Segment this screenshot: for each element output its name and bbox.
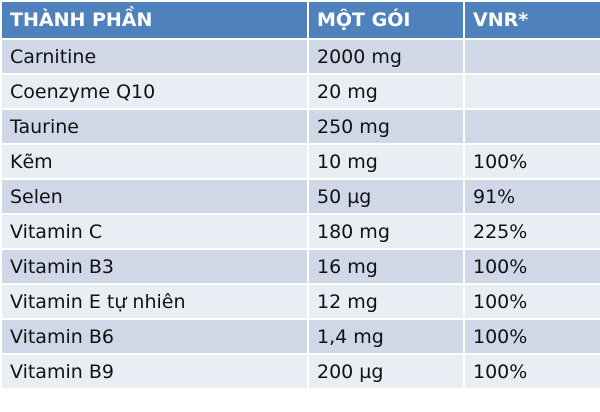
- table-header: THÀNH PHẦN MỘT GÓI VNR*: [0, 0, 600, 40]
- table-row: Selen 50 µg 91%: [0, 178, 600, 215]
- table-cell: Kẽm: [0, 143, 309, 180]
- table-cell: 225%: [463, 213, 600, 250]
- table-row: Vitamin E tự nhiên 12 mg 100%: [0, 283, 600, 320]
- table-cell: Vitamin B6: [0, 318, 309, 355]
- table-cell: 1,4 mg: [307, 318, 465, 355]
- header-cell: THÀNH PHẦN: [0, 0, 309, 40]
- table-row: Carnitine 2000 mg: [0, 38, 600, 75]
- header-cell: MỘT GÓI: [307, 0, 465, 40]
- table-cell: 100%: [463, 248, 600, 285]
- table-cell: 180 mg: [307, 213, 465, 250]
- table-cell: Selen: [0, 178, 309, 215]
- table-row: Vitamin B3 16 mg 100%: [0, 248, 600, 285]
- table-row: Vitamin C 180 mg 225%: [0, 213, 600, 250]
- header-cell: VNR*: [463, 0, 600, 40]
- table-cell: Vitamin B9: [0, 353, 309, 390]
- table-cell: Coenzyme Q10: [0, 73, 309, 110]
- table-cell: Carnitine: [0, 38, 309, 75]
- table-cell: 10 mg: [307, 143, 465, 180]
- table-cell: Vitamin E tự nhiên: [0, 283, 309, 320]
- table-cell: 100%: [463, 353, 600, 390]
- table-cell: 20 mg: [307, 73, 465, 110]
- table-cell: 100%: [463, 318, 600, 355]
- table-cell: 100%: [463, 143, 600, 180]
- table-cell: 100%: [463, 283, 600, 320]
- table-body: Carnitine 2000 mg Coenzyme Q10 20 mg Taurine…: [0, 38, 600, 390]
- table-cell: 2000 mg: [307, 38, 465, 75]
- table-cell: 16 mg: [307, 248, 465, 285]
- table-cell: 50 µg: [307, 178, 465, 215]
- table-cell: Vitamin B3: [0, 248, 309, 285]
- empty-cell: [463, 73, 600, 110]
- table-cell: 200 µg: [307, 353, 465, 390]
- table-cell: Taurine: [0, 108, 309, 145]
- table-row: Vitamin B6 1,4 mg 100%: [0, 318, 600, 355]
- table-row: Kẽm 10 mg 100%: [0, 143, 600, 180]
- table-row: Vitamin B9 200 µg 100%: [0, 353, 600, 390]
- table-row: Coenzyme Q10 20 mg: [0, 73, 600, 110]
- table-cell: 91%: [463, 178, 600, 215]
- table-cell: Vitamin C: [0, 213, 309, 250]
- header-row: THÀNH PHẦN MỘT GÓI VNR*: [0, 0, 600, 40]
- table-row: Taurine 250 mg: [0, 108, 600, 145]
- empty-cell: [463, 38, 600, 75]
- empty-cell: [463, 108, 600, 145]
- table-cell: 12 mg: [307, 283, 465, 320]
- table-cell: 250 mg: [307, 108, 465, 145]
- nutrition-table: THÀNH PHẦN MỘT GÓI VNR* Carnitine 2000 mg Co…: [0, 0, 600, 390]
